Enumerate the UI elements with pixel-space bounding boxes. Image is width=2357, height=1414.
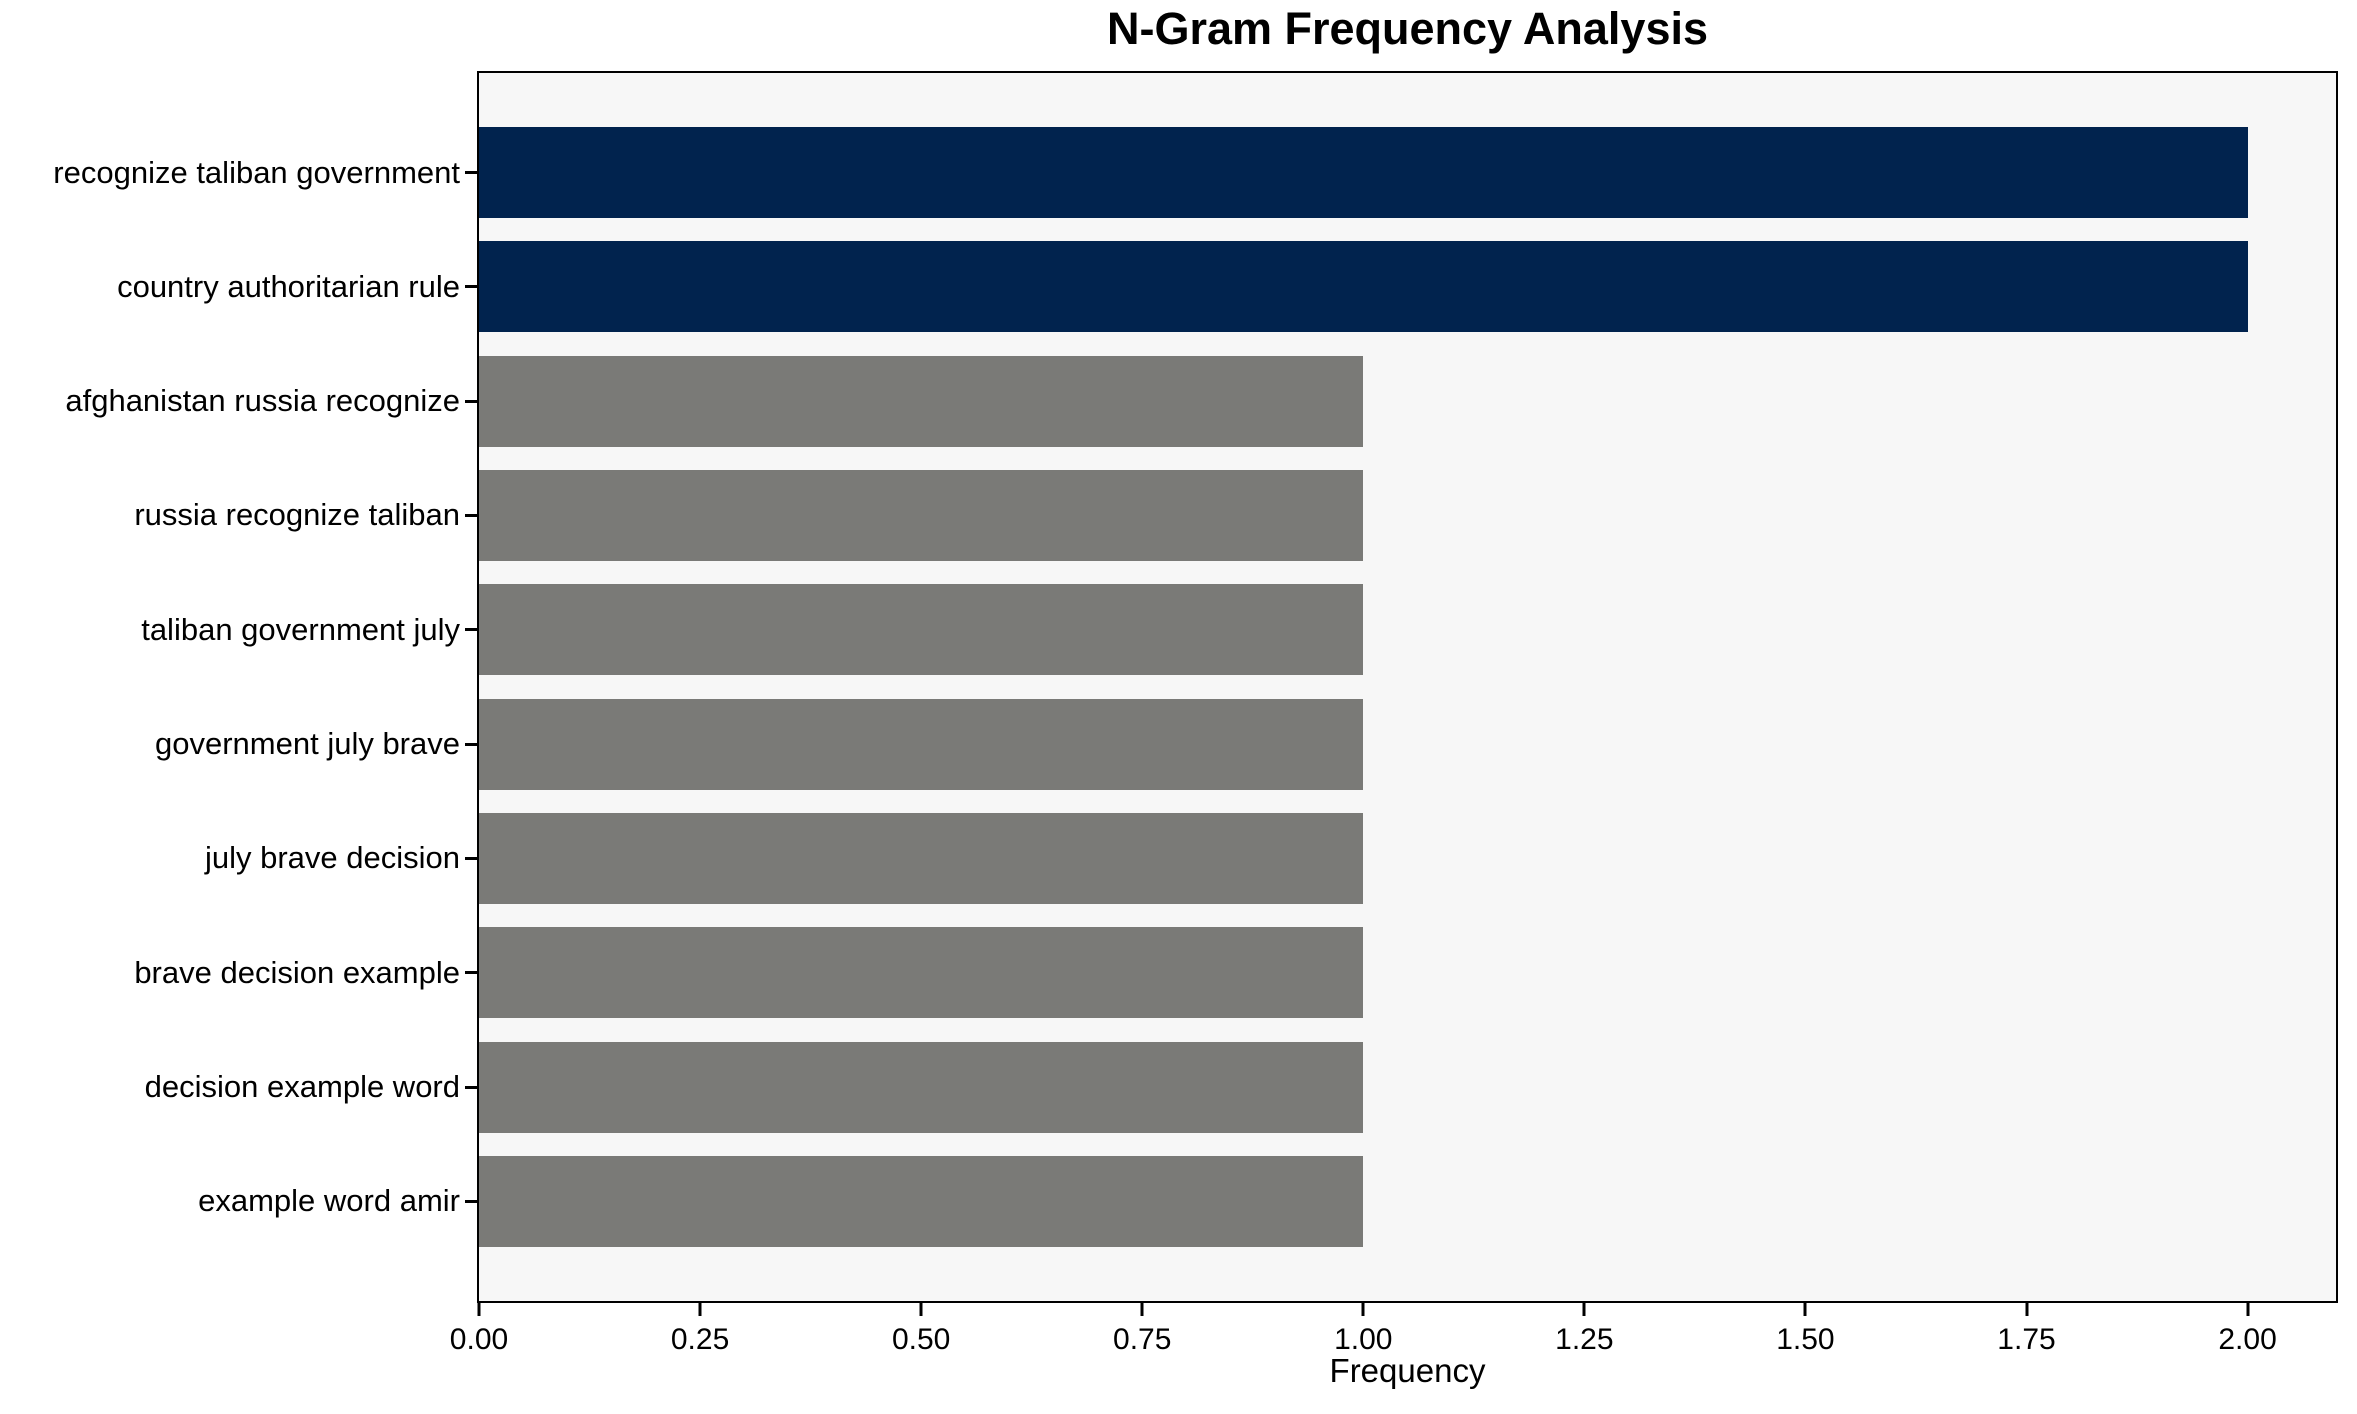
x-tick-mark: [919, 1303, 923, 1316]
y-tick-label: afghanistan russia recognize: [65, 383, 460, 419]
y-tick-row: july brave decision: [0, 813, 477, 904]
x-tick-mark: [2246, 1303, 2250, 1316]
x-tick-mark: [1803, 1303, 1807, 1316]
bar-row: [479, 241, 2336, 333]
y-tick-mark: [465, 171, 477, 174]
bar: [479, 127, 2248, 218]
plot-area: [477, 71, 2338, 1303]
bar-row: [479, 584, 2336, 676]
y-tick-label: country authoritarian rule: [117, 268, 460, 304]
y-tick-label: brave decision example: [134, 954, 460, 990]
y-tick-mark: [465, 513, 477, 517]
chart-title: N-Gram Frequency Analysis: [1106, 3, 1709, 54]
y-tick-mark: [465, 1085, 477, 1089]
y-tick-row: recognize taliban government: [0, 127, 477, 218]
x-axis-title: Frequency: [1329, 1352, 1486, 1389]
y-tick-mark: [465, 628, 477, 632]
y-tick-row: country authoritarian rule: [0, 241, 477, 332]
y-tick-label: july brave decision: [204, 840, 460, 876]
x-tick-label: 0.50: [891, 1323, 951, 1356]
y-tick-row: russia recognize taliban: [0, 470, 477, 561]
y-tick-row: afghanistan russia recognize: [0, 356, 477, 447]
bar: [479, 1041, 1364, 1133]
y-tick-row: government july brave: [0, 699, 477, 790]
bar: [479, 927, 1364, 1019]
y-tick-label: example word amir: [198, 1183, 460, 1219]
x-tick-mark: [2025, 1303, 2028, 1316]
bar: [479, 584, 1364, 676]
bar-row: [479, 698, 2336, 790]
bar: [479, 1155, 1364, 1247]
bar: [479, 241, 2248, 333]
y-tick-row: taliban government july: [0, 584, 477, 675]
x-tick-label: 1.50: [1776, 1323, 1835, 1356]
x-tick-label: 0.00: [449, 1323, 509, 1356]
bar: [479, 355, 1364, 447]
y-tick-row: decision example word: [0, 1042, 477, 1133]
bar: [479, 812, 1364, 904]
y-tick-label: russia recognize taliban: [134, 497, 460, 533]
x-tick-mark: [1361, 1303, 1365, 1316]
y-tick-mark: [465, 285, 477, 289]
x-tick-mark: [477, 1303, 481, 1316]
y-tick-mark: [465, 971, 477, 975]
x-tick-label: 0.75: [1113, 1323, 1172, 1356]
y-tick-label: government july brave: [155, 726, 460, 762]
y-tick-label: recognize taliban government: [53, 154, 460, 190]
y-axis-labels: recognize taliban government country auth…: [0, 71, 477, 1303]
y-tick-label: decision example word: [144, 1069, 460, 1105]
x-tick-label: 1.75: [1997, 1323, 2056, 1356]
bar-row: [479, 812, 2336, 904]
bar-row: [479, 1155, 2336, 1247]
y-tick-row: example word amir: [0, 1156, 477, 1247]
x-tick-label: 1.00: [1334, 1323, 1393, 1356]
y-tick-row: brave decision example: [0, 927, 477, 1018]
bar-row: [479, 469, 2336, 561]
y-tick-label: taliban government july: [141, 611, 460, 647]
bar-row: [479, 355, 2336, 447]
bar: [479, 698, 1364, 790]
bar-row: [479, 927, 2336, 1019]
x-tick-label: 0.25: [670, 1323, 730, 1356]
y-tick-mark: [465, 742, 477, 746]
y-tick-mark: [465, 1199, 477, 1203]
bar: [479, 469, 1364, 561]
x-tick-mark: [1140, 1303, 1144, 1316]
x-tick-label: 1.25: [1555, 1323, 1614, 1356]
x-tick-mark: [1582, 1303, 1586, 1316]
y-tick-mark: [465, 856, 477, 860]
bar-row: [479, 1041, 2336, 1133]
x-tick-mark: [698, 1303, 702, 1316]
bar-row: [479, 127, 2336, 218]
x-tick-label: 2.00: [2218, 1323, 2277, 1356]
y-tick-mark: [465, 399, 477, 403]
x-axis: 0.00 0.25 0.50 0.75 1.00 1.25 1.50 1.75 2.00: [450, 1303, 2336, 1373]
